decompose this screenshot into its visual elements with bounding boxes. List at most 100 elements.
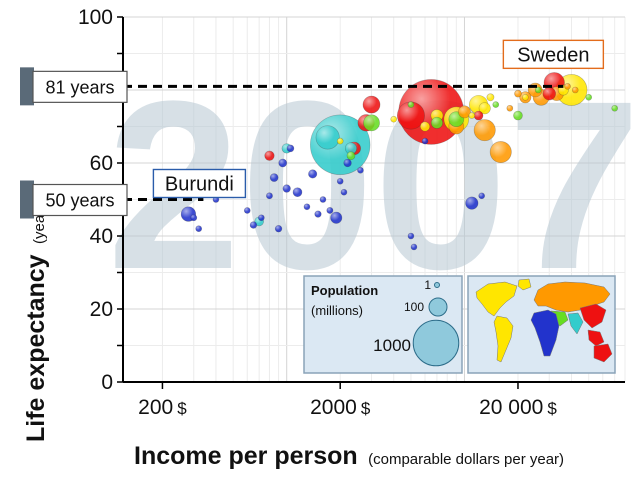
x-tick-number: 20 000 — [479, 396, 543, 419]
country-bubble-shade — [314, 210, 322, 218]
y-tick-label: 40 — [90, 225, 113, 248]
country-bubble-shade — [345, 142, 357, 155]
country-bubble-shade — [506, 105, 513, 112]
callout-label: 50 years — [45, 191, 114, 211]
country-bubble-shade — [278, 158, 287, 168]
x-axis-label-note: (comparable dollars per year) — [368, 451, 564, 468]
x-tick-number: 200 — [138, 396, 173, 419]
country-bubble-shade — [585, 94, 592, 101]
country-bubble-shade — [420, 121, 430, 132]
legend-size-circle — [428, 297, 448, 317]
country-bubble-shade — [362, 96, 381, 114]
map-greenland — [517, 278, 532, 291]
country-bubble-shade — [330, 212, 342, 224]
y-tick-label: 0 — [101, 371, 113, 394]
y-tick-label: 60 — [90, 152, 113, 175]
annotation-box — [152, 168, 247, 199]
country-bubble-shade — [275, 225, 282, 233]
country-bubble-shade — [492, 101, 499, 108]
country-bubble-shade — [346, 151, 356, 160]
country-bubble-shade — [190, 214, 197, 221]
x-tick-unit: $ — [547, 399, 557, 418]
country-bubble-shade — [572, 87, 579, 93]
country-bubble-shade — [490, 141, 512, 163]
legend-size-label: 100 — [404, 300, 424, 314]
country-bubble-shade — [244, 207, 251, 214]
legend-size-label: 1 — [424, 278, 431, 292]
x-tick-unit: $ — [177, 399, 187, 418]
country-bubble-shade — [195, 225, 202, 232]
map-south-america — [493, 315, 514, 363]
country-bubble-shade — [250, 221, 257, 229]
country-bubble-shade — [465, 196, 479, 210]
country-annotations: Sweden Burundi — [152, 39, 605, 199]
country-bubble-shade — [522, 94, 529, 101]
annotation-label: Burundi — [165, 174, 234, 196]
y-axis-title: Life expectancy (years) — [22, 197, 50, 442]
country-bubble-shade — [410, 243, 417, 250]
reference-lines — [123, 84, 564, 201]
y-tick-label: 100 — [78, 6, 113, 29]
country-bubble-shade — [486, 93, 495, 101]
callout-boxes: 81 years 50 years — [20, 67, 128, 219]
country-bubble-shade — [282, 184, 291, 193]
map-north-america — [475, 281, 518, 317]
country-bubble-shade — [513, 111, 523, 121]
region-map — [467, 275, 616, 374]
country-bubble-shade — [264, 150, 275, 161]
country-bubble-shade — [422, 138, 429, 145]
map-east-asia — [579, 303, 607, 329]
x-tick-number: 2000 — [310, 396, 357, 419]
country-bubble-shade — [390, 116, 397, 123]
country-bubble-shade — [337, 138, 344, 145]
country-bubble-shade — [363, 114, 380, 131]
x-ticks: 200 $2000 $20 000 $ — [138, 382, 557, 419]
country-bubble-shade — [308, 169, 317, 179]
country-bubble-shade — [407, 233, 414, 239]
country-bubble-shade — [564, 83, 571, 90]
y-tick-label: 20 — [90, 298, 113, 321]
country-bubble-shade — [343, 159, 352, 167]
country-bubble-shade — [340, 189, 347, 196]
x-tick-unit: $ — [361, 399, 371, 418]
country-bubble-shade — [292, 187, 302, 197]
map-south-asia — [567, 312, 584, 335]
x-axis-label-main: Income per person — [134, 442, 358, 470]
legend-subtitle: (millions) — [311, 303, 363, 318]
country-bubble-shade — [479, 102, 491, 114]
country-bubble-shade — [431, 117, 443, 129]
country-bubble-shade — [474, 119, 496, 141]
country-bubble-shade — [337, 178, 344, 185]
country-bubble-shade — [315, 125, 340, 150]
country-bubble-shade — [478, 192, 485, 199]
country-bubble-shade — [326, 207, 334, 214]
country-bubble-shade — [611, 105, 618, 112]
country-bubble-shade — [303, 203, 310, 210]
country-bubble-shade — [535, 87, 542, 93]
country-bubble-shade — [286, 144, 294, 152]
callout-label: 81 years — [45, 77, 114, 97]
x-tick-label: 20 000 $ — [479, 396, 557, 419]
callout-box — [32, 183, 128, 217]
country-bubble-shade — [458, 105, 471, 118]
callout-tab — [20, 67, 34, 106]
annotation-label: Sweden — [517, 44, 589, 66]
y-axis-label-main: Life expectancy — [22, 254, 50, 442]
country-bubble-shade — [474, 111, 484, 121]
map-australia — [593, 343, 613, 363]
country-bubble-shade — [397, 101, 425, 130]
map-africa — [530, 309, 560, 357]
x-axis-title: Income per person (comparable dollars pe… — [134, 442, 564, 470]
country-bubble-shade — [266, 192, 273, 199]
x-tick-label: 2000 $ — [310, 396, 371, 419]
legend-size-circle — [434, 282, 440, 288]
country-bubble-shade — [258, 214, 265, 221]
x-tick-label: 200 $ — [138, 396, 187, 419]
country-bubble-shade — [270, 173, 279, 182]
country-bubble-shade — [542, 87, 556, 101]
country-bubble-shade — [468, 112, 475, 119]
country-bubble-shade — [407, 101, 414, 108]
